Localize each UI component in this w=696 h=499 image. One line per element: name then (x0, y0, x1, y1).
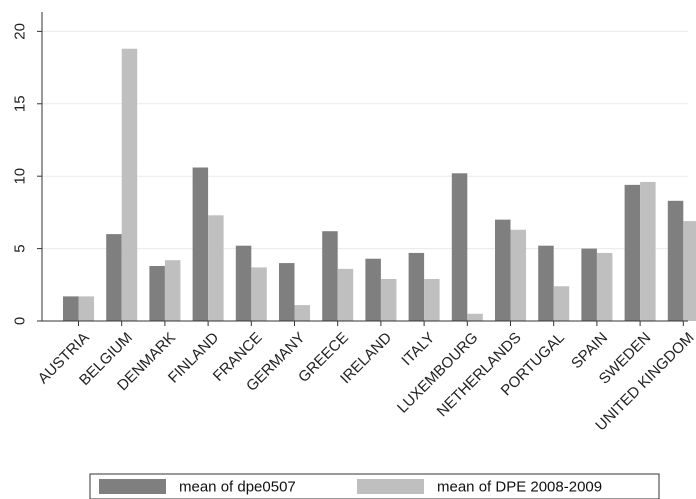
grid-lines (42, 30, 688, 250)
axes (41, 12, 688, 322)
bar-italy-series-2 (424, 279, 440, 321)
y-ticks: 0 5 10 15 20 (11, 23, 42, 325)
bar-netherlands-series-1 (495, 219, 511, 321)
y-tick-label: 10 (12, 168, 29, 185)
bar-france-series-1 (235, 245, 252, 321)
bar-spain-series-1 (581, 248, 597, 321)
y-tick-label: 20 (11, 23, 28, 40)
bar-portugal-series-2 (553, 286, 570, 321)
bar-finland-series-2 (208, 215, 224, 321)
bar-ireland-series-2 (380, 279, 397, 321)
bar-denmark-series-2 (164, 260, 181, 321)
bar-france-series-2 (251, 267, 267, 321)
bar-greece-series-1 (322, 231, 338, 321)
bar-sweden-series-1 (624, 184, 641, 321)
y-tick-label: 0 (12, 317, 29, 325)
bars (63, 48, 696, 321)
bar-austria-series-1 (63, 296, 79, 321)
bar-germany-series-2 (294, 305, 310, 321)
bar-sweden-series-2 (640, 181, 656, 321)
bar-portugal-series-1 (538, 245, 554, 321)
legend-label: mean of DPE 2008-2009 (437, 479, 602, 496)
legend-label: mean of dpe0507 (179, 479, 296, 496)
bar-united-kingdom-series-1 (667, 200, 684, 321)
bar-belgium-series-2 (121, 48, 138, 321)
bar-denmark-series-1 (149, 265, 165, 321)
bar-finland-series-1 (192, 167, 209, 321)
bar-italy-series-1 (408, 252, 425, 321)
bar-spain-series-2 (596, 252, 613, 321)
bar-germany-series-1 (279, 263, 295, 321)
bar-greece-series-2 (337, 268, 354, 321)
y-tick-label: 5 (12, 244, 29, 252)
bar-luxembourg-series-2 (467, 313, 483, 321)
bar-belgium-series-1 (106, 234, 122, 321)
bar-austria-series-2 (78, 296, 94, 321)
bar-luxembourg-series-1 (451, 173, 468, 321)
bar-ireland-series-1 (365, 258, 381, 321)
bar-united-kingdom-series-2 (683, 221, 696, 321)
legend-swatch (99, 479, 166, 494)
bar-netherlands-series-2 (510, 229, 526, 321)
legend-swatch (357, 479, 424, 494)
legend: mean of dpe0507 mean of DPE 2008-2009 (89, 473, 660, 499)
y-tick-label: 15 (12, 95, 29, 112)
